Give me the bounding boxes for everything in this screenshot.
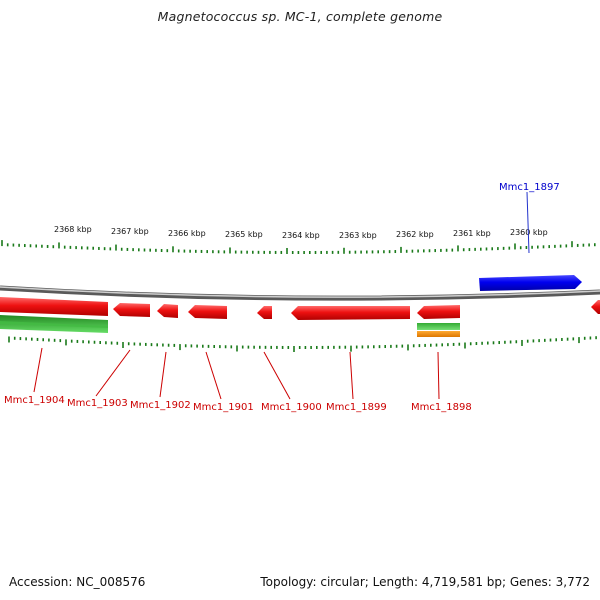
gene-mmc1-1899[interactable] — [291, 306, 410, 320]
ruler-ticks-inner — [8, 336, 597, 352]
label-leaders — [33, 191, 530, 400]
leader-mmc1-1904 — [33, 347, 43, 393]
leader-mmc1-1903 — [95, 349, 131, 397]
ruler-label: 2365 kbp — [225, 230, 263, 239]
gene-mmc1-1897[interactable] — [479, 275, 582, 291]
leader-mmc1-1898 — [437, 351, 440, 400]
feature-band-green-small — [417, 323, 460, 330]
gene-label-mmc1-1899[interactable]: Mmc1_1899 — [326, 402, 387, 413]
ruler-label: 2361 kbp — [453, 229, 491, 238]
gene-label-mmc1-1903[interactable]: Mmc1_1903 — [67, 398, 128, 409]
leader-mmc1-1899 — [349, 351, 354, 400]
ruler-label: 2366 kbp — [168, 229, 206, 238]
gene-mmc1-1901[interactable] — [188, 305, 227, 319]
ruler-label: 2364 kbp — [282, 231, 320, 240]
map-title: Magnetococcus sp. MC-1, complete genome — [157, 9, 443, 24]
gene-mmc1-1902[interactable] — [157, 304, 178, 318]
gene-label-mmc1-1897[interactable]: Mmc1_1897 — [499, 182, 560, 193]
gene-label-mmc1-1901[interactable]: Mmc1_1901 — [193, 402, 254, 413]
accession-text: Accession: NC_008576 — [9, 575, 146, 589]
ruler-label: 2362 kbp — [396, 230, 434, 239]
gene-label-mmc1-1898[interactable]: Mmc1_1898 — [411, 402, 472, 413]
ruler-labels: 2368 kbp 2367 kbp 2366 kbp 2365 kbp 2364… — [54, 225, 548, 240]
leader-mmc1-1900 — [263, 351, 291, 400]
gene-label-mmc1-1902[interactable]: Mmc1_1902 — [130, 400, 191, 411]
leader-mmc1-1901 — [205, 351, 222, 400]
ruler-label: 2363 kbp — [339, 231, 377, 240]
ruler-label: 2367 kbp — [111, 227, 149, 236]
gene-edge-partial[interactable] — [591, 300, 600, 314]
leader-mmc1-1902 — [159, 351, 167, 398]
gene-label-mmc1-1900[interactable]: Mmc1_1900 — [261, 402, 322, 413]
feature-band-orange — [417, 331, 460, 337]
leader-mmc1-1897 — [526, 191, 530, 254]
genome-summary-text: Topology: circular; Length: 4,719,581 bp… — [260, 575, 590, 589]
ruler-label: 2368 kbp — [54, 225, 92, 234]
ruler-label: 2360 kbp — [510, 228, 548, 237]
ruler-ticks-outer — [1, 240, 596, 254]
gene-mmc1-1898[interactable] — [417, 305, 460, 319]
genome-backbone-highlight — [0, 286, 600, 298]
gene-mmc1-1904[interactable] — [0, 297, 108, 316]
feature-band-green-inner — [0, 321, 108, 328]
gene-mmc1-1900[interactable] — [257, 306, 272, 319]
gene-label-mmc1-1904[interactable]: Mmc1_1904 — [4, 395, 65, 406]
genome-backbone — [0, 285, 600, 301]
gene-labels: Mmc1_1897 Mmc1_1898 Mmc1_1899 Mmc1_1900 … — [4, 182, 560, 413]
gene-mmc1-1903[interactable] — [113, 303, 150, 317]
